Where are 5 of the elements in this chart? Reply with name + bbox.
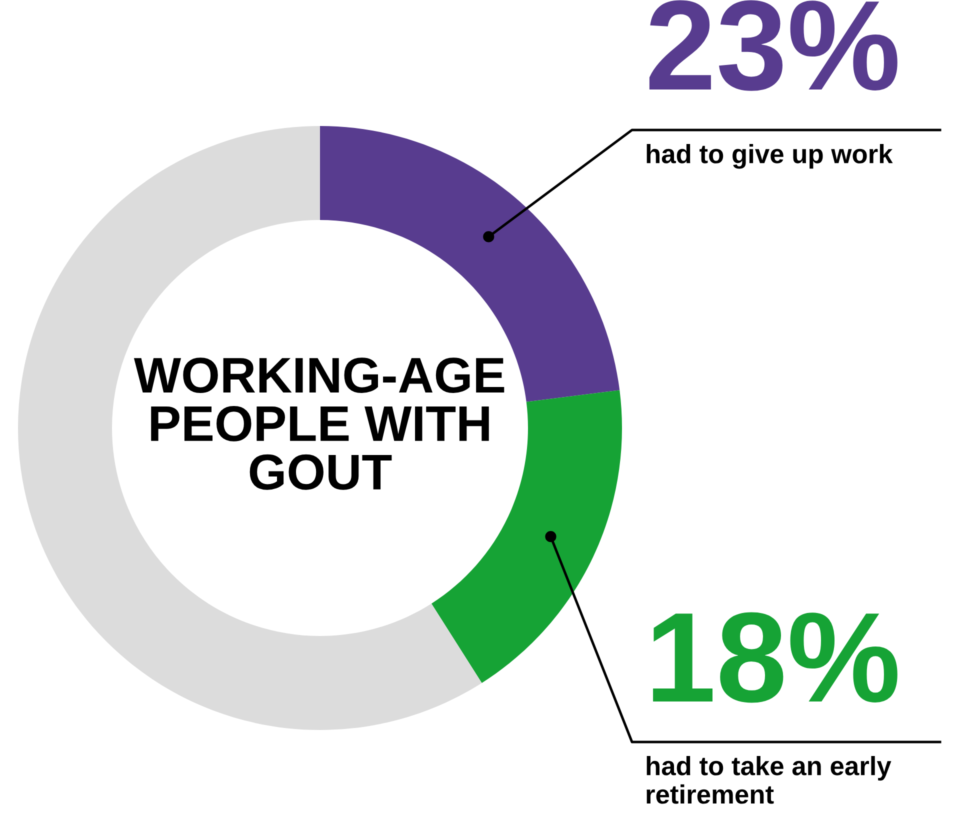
text: WORKING-AGE PEOPLE WITH GOUT bbox=[134, 358, 504, 490]
data-label: 18% bbox=[653, 612, 898, 703]
slice-label: had to give up work bbox=[646, 144, 893, 169]
slice-label: had to take an early retirement bbox=[646, 756, 892, 804]
data-label: 23% bbox=[649, 0, 898, 91]
